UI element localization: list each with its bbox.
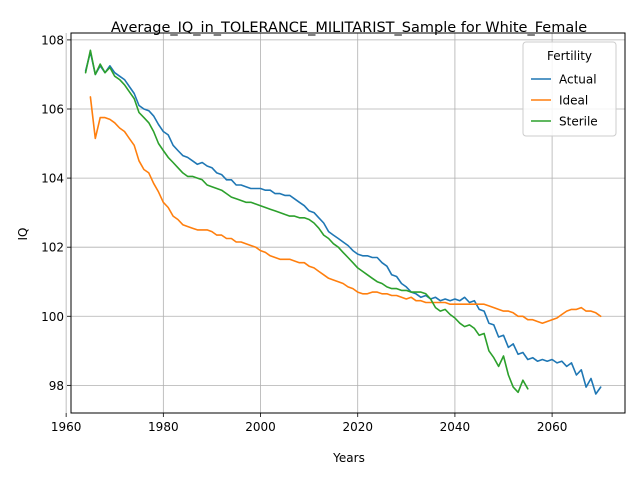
x-tick-label: 2040 — [440, 420, 471, 434]
x-tick-label: 1960 — [51, 420, 82, 434]
series-line-actual — [84, 51, 602, 395]
axis-ticks: 1960 1980 2000 2020 2040 2060 98 100 102 104 106 10… — [41, 33, 567, 434]
series-line-sterile — [84, 49, 529, 394]
y-tick-label: 108 — [41, 33, 64, 47]
y-tick-label: 100 — [41, 310, 64, 324]
legend-label-ideal: Ideal — [559, 94, 588, 108]
series-line-ideal — [89, 96, 602, 325]
plot-area-frame — [70, 32, 626, 414]
y-axis-label: IQ — [16, 228, 30, 241]
y-tick-label: 106 — [41, 103, 64, 117]
y-tick-label: 104 — [41, 172, 64, 186]
y-tick-label: 102 — [41, 241, 64, 255]
legend: Fertility Actual Ideal Sterile — [522, 41, 617, 137]
x-tick-label: 2060 — [537, 420, 568, 434]
x-tick-label: 2020 — [342, 420, 373, 434]
series-lines — [84, 49, 602, 395]
legend-box — [522, 41, 617, 137]
y-tick-label: 98 — [49, 379, 64, 393]
legend-title: Fertility — [547, 49, 592, 63]
x-axis-label: Years — [332, 451, 365, 465]
x-tick-label: 2000 — [245, 420, 276, 434]
x-tick-label: 1980 — [148, 420, 179, 434]
legend-label-sterile: Sterile — [559, 115, 598, 129]
legend-label-actual: Actual — [559, 73, 597, 87]
chart-title: Average_IQ_in_TOLERANCE_MILITARIST_Sampl… — [111, 20, 587, 36]
